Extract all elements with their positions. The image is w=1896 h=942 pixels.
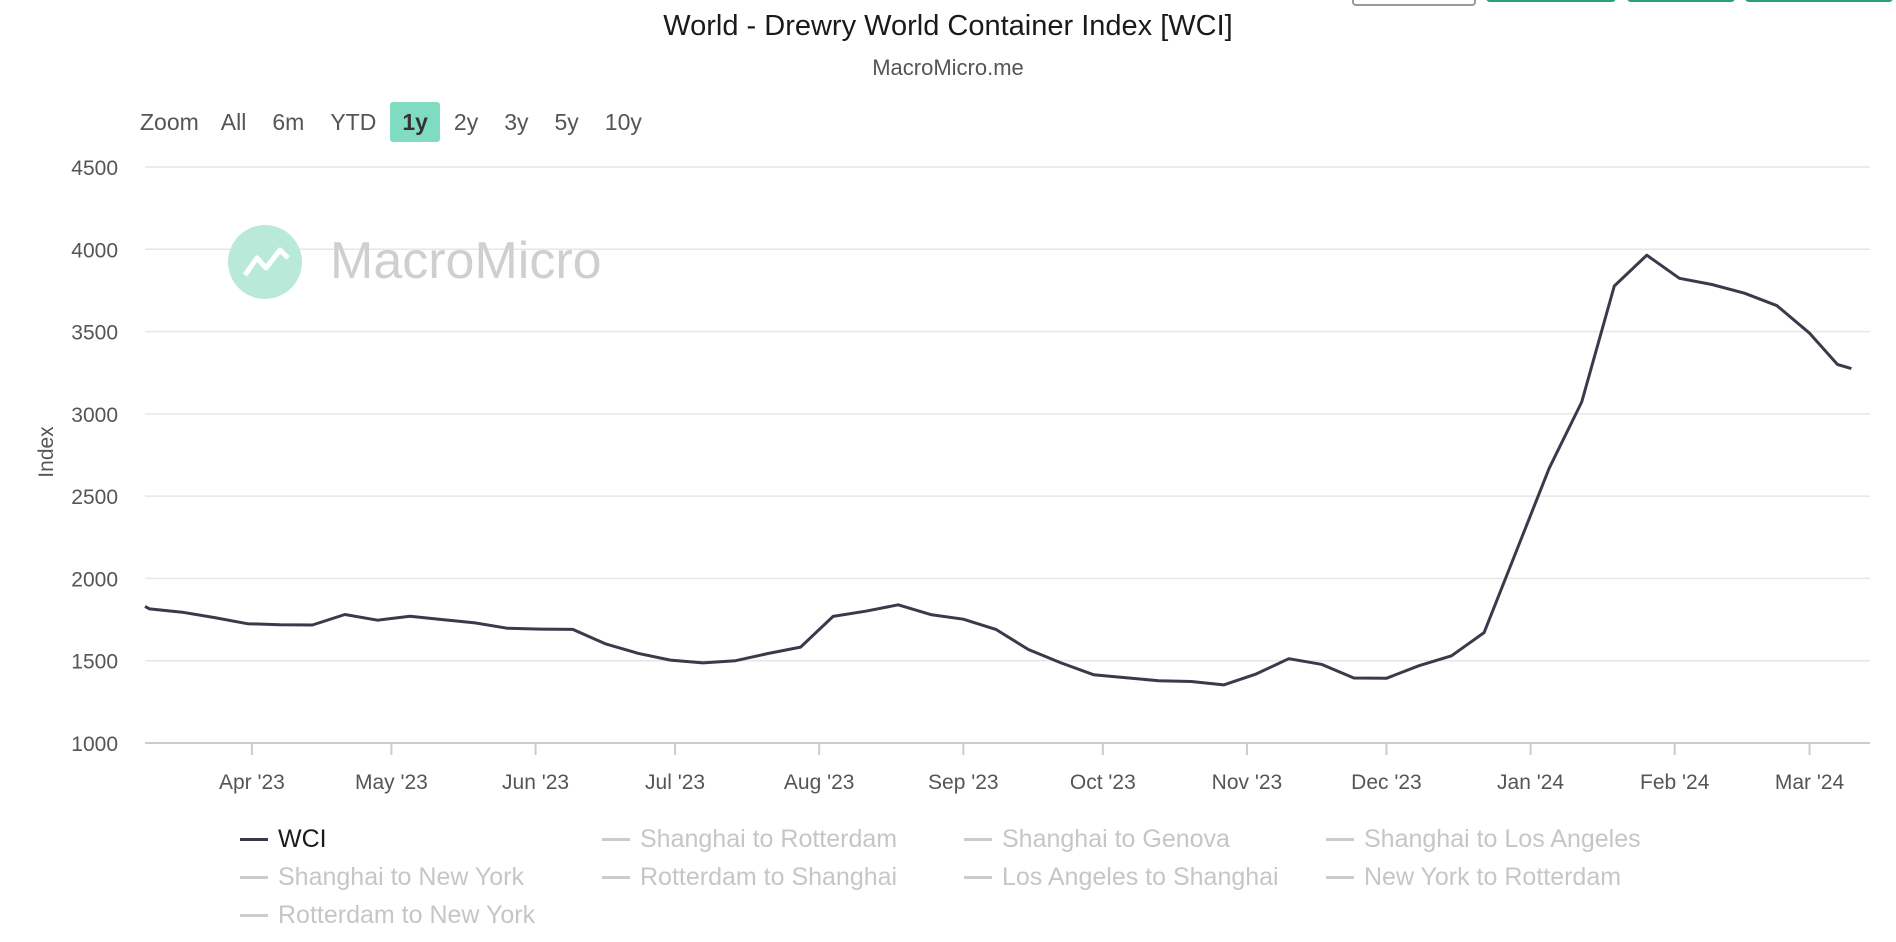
legend-swatch [1326,876,1354,879]
chart-subtitle: MacroMicro.me [872,55,1024,80]
zoom-button-5y[interactable]: 5y [554,109,579,135]
zoom-bar: Zoom All 6m YTD 1y 2y 3y 5y 10y [140,101,656,143]
zoom-button-2y[interactable]: 2y [453,109,479,135]
legend-swatch [602,876,630,879]
series-line-wci[interactable] [144,253,1852,687]
grid-lines [145,166,1870,662]
zoom-button-10y[interactable]: 10y [604,109,642,135]
legend-item-shanghai-new-york[interactable]: Shanghai to New York [240,863,524,892]
x-tick-label: Aug '23 [784,771,855,794]
legend-swatch [240,838,268,841]
legend-item-shanghai-los-angeles[interactable]: Shanghai to Los Angeles [1326,825,1641,854]
legend-swatch [240,876,268,879]
chart-title: World - Drewry World Container Index [WC… [663,10,1233,42]
x-tick-label: Jun '23 [502,771,569,794]
legend-item-los-angeles-shanghai[interactable]: Los Angeles to Shanghai [964,863,1279,892]
zoom-button-6m[interactable]: 6m [272,109,305,135]
legend-item-shanghai-genova[interactable]: Shanghai to Genova [964,825,1230,854]
y-tick-label: 2500 [71,486,118,509]
legend-label: Shanghai to New York [278,863,525,891]
x-tick-label: Dec '23 [1351,771,1422,794]
legend-item-wci[interactable]: WCI [240,825,327,854]
x-tick-label: Nov '23 [1212,771,1283,794]
top-button-1[interactable] [1352,0,1476,6]
series-layer [144,253,1852,687]
legend-item-new-york-rotterdam[interactable]: New York to Rotterdam [1326,863,1621,892]
watermark: MacroMicro [228,225,602,299]
top-button-4[interactable] [1745,0,1893,2]
x-tick-label: Jul '23 [645,771,705,794]
y-tick-label: 3500 [71,322,118,345]
legend-label: Rotterdam to Shanghai [640,863,898,891]
zoom-button-all[interactable]: All [220,109,247,135]
legend-item-shanghai-rotterdam[interactable]: Shanghai to Rotterdam [602,825,897,854]
y-axis: 1000 1500 2000 2500 3000 3500 4000 4500 [71,157,118,756]
x-tick-label: Apr '23 [219,771,285,794]
x-tick-label: Oct '23 [1070,771,1136,794]
y-tick-label: 3000 [71,404,118,427]
x-tick-label: Mar '24 [1775,771,1845,794]
legend-label: Los Angeles to Shanghai [1002,863,1279,891]
x-tick-label: May '23 [355,771,428,794]
zoom-button-3y[interactable]: 3y [504,109,529,135]
y-axis-label: Index [35,426,58,478]
zoom-label: Zoom [140,108,199,135]
y-tick-label: 1000 [71,733,118,756]
y-tick-label: 2000 [71,568,118,591]
zoom-button-ytd[interactable]: YTD [330,109,377,135]
legend-item-rotterdam-shanghai[interactable]: Rotterdam to Shanghai [602,863,897,892]
legend-label: WCI [278,825,327,853]
legend-item-rotterdam-new-york[interactable]: Rotterdam to New York [240,901,535,930]
x-tick-label: Feb '24 [1640,771,1710,794]
x-axis: Apr '23 May '23 Jun '23 Jul '23 Aug '23 Sep '… [145,742,1870,794]
zoom-button-1y[interactable]: 1y [390,102,440,142]
legend-label: New York to Rotterdam [1364,863,1622,891]
watermark-logo-icon [228,225,302,299]
top-button-2[interactable] [1486,0,1616,2]
legend-swatch [1326,838,1354,841]
y-tick-label: 4500 [71,157,118,180]
legend-swatch [602,838,630,841]
legend-swatch [964,876,992,879]
y-tick-label: 1500 [71,651,118,674]
legend-label: Shanghai to Genova [1002,825,1230,853]
legend-label: Shanghai to Los Angeles [1364,825,1641,853]
legend-swatch [240,914,268,917]
legend-label: Rotterdam to New York [278,901,536,929]
watermark-logo-mark-icon [242,247,290,277]
x-tick-label: Jan '24 [1497,771,1564,794]
top-button-3[interactable] [1627,0,1735,2]
x-tick-label: Sep '23 [928,771,999,794]
y-tick-label: 4000 [71,239,118,262]
legend-swatch [964,838,992,841]
legend-label: Shanghai to Rotterdam [640,825,898,853]
watermark-text: MacroMicro [330,232,602,290]
